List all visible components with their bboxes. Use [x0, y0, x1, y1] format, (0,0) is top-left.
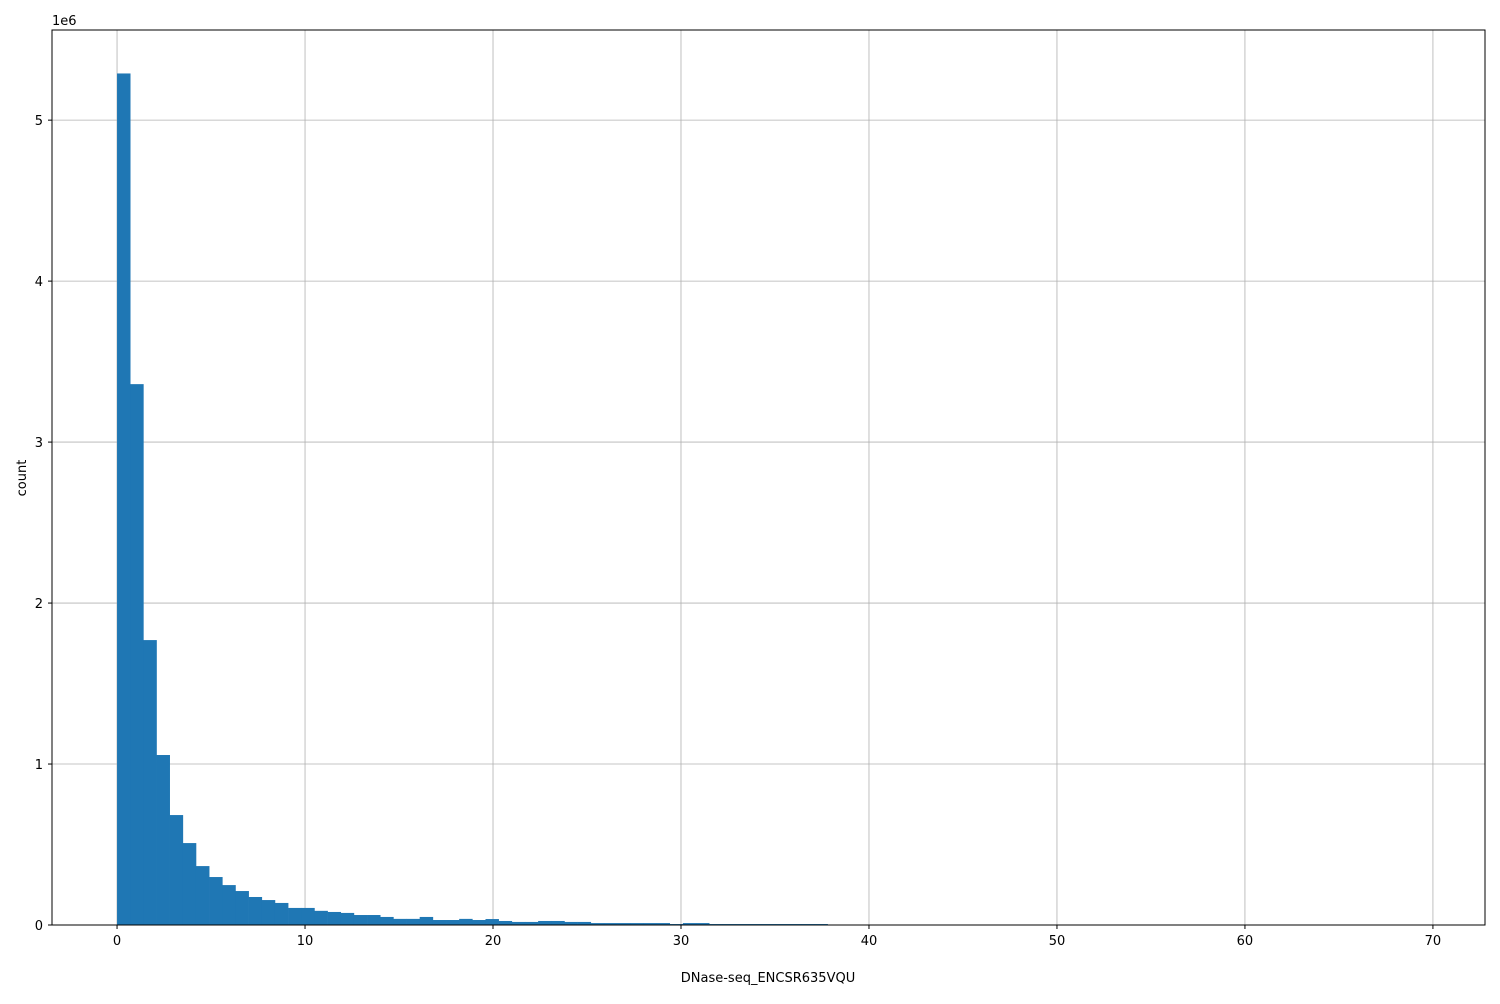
histogram-bar — [235, 891, 249, 925]
x-tick-label: 50 — [1049, 934, 1066, 949]
x-tick-label: 30 — [673, 934, 690, 949]
histogram-bar — [446, 920, 460, 925]
histogram-bar — [169, 815, 184, 925]
histogram-bar — [222, 885, 236, 925]
histogram-bar — [261, 900, 276, 925]
axis-ticks: 0 10 20 30 40 50 60 70 0 1 2 3 4 5 — [35, 114, 1441, 949]
histogram-bar — [419, 916, 434, 925]
histogram-bar — [617, 923, 631, 925]
histogram-bar — [143, 640, 157, 925]
histogram-bar — [393, 918, 407, 925]
y-tick-label: 3 — [35, 436, 43, 451]
y-tick-label: 4 — [35, 275, 43, 290]
histogram-bar — [603, 923, 618, 925]
y-tick-label: 5 — [35, 114, 43, 129]
histogram-bar — [630, 923, 644, 925]
histogram-bar — [314, 910, 328, 925]
histogram-bar — [353, 915, 368, 925]
y-offset-label: 1e6 — [52, 14, 77, 29]
histogram-bar — [551, 920, 565, 925]
histogram-bar — [498, 920, 513, 925]
histogram-bar — [156, 755, 170, 925]
y-tick-label: 2 — [35, 597, 43, 612]
histogram-bar — [564, 921, 578, 925]
y-tick-label: 1 — [35, 758, 43, 773]
histogram-bar — [288, 907, 302, 925]
x-tick-label: 0 — [113, 934, 121, 949]
x-tick-label: 60 — [1237, 934, 1254, 949]
histogram-bar — [682, 923, 697, 925]
histogram-bar — [643, 923, 657, 925]
histogram-bar — [432, 920, 447, 925]
histogram-bar — [524, 921, 539, 925]
histogram-bar — [590, 923, 605, 925]
y-axis-label: count — [15, 460, 30, 497]
x-tick-label: 20 — [485, 934, 502, 949]
x-axis-label: DNase-seq_ENCSR635VQU — [681, 971, 855, 986]
histogram-bar — [340, 912, 355, 925]
histogram-bar — [538, 920, 552, 925]
x-tick-label: 40 — [861, 934, 878, 949]
histogram-bar — [656, 923, 671, 925]
histogram-bar — [472, 920, 486, 925]
y-tick-label: 0 — [35, 919, 43, 934]
histogram-bar — [117, 73, 131, 926]
histogram-bar — [485, 919, 499, 925]
histogram-bar — [367, 915, 381, 925]
histogram-bar — [327, 911, 342, 925]
x-tick-label: 10 — [297, 934, 314, 949]
histogram-bar — [406, 918, 420, 925]
histogram-bar — [209, 877, 223, 925]
histogram-bar — [195, 866, 210, 925]
histogram-bars — [117, 73, 828, 926]
grid-lines — [52, 30, 1485, 926]
histogram-bar — [696, 923, 710, 925]
histogram-bar — [130, 384, 144, 925]
histogram-bar — [274, 902, 289, 925]
histogram-bar — [248, 896, 263, 925]
histogram-bar — [301, 907, 315, 925]
histogram-bar — [182, 843, 197, 925]
histogram-bar — [577, 921, 592, 925]
histogram-bar — [511, 921, 526, 925]
histogram-bar — [459, 918, 473, 925]
plot-frame — [51, 29, 1486, 926]
histogram-bar — [380, 916, 394, 925]
x-tick-label: 70 — [1425, 934, 1442, 949]
